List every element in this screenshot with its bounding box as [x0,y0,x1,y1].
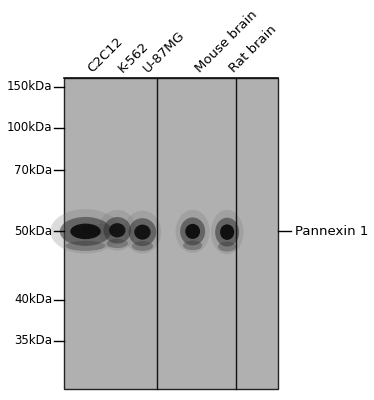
Ellipse shape [98,210,136,251]
Ellipse shape [183,240,202,250]
Text: U-87MG: U-87MG [141,28,187,75]
Text: Rat brain: Rat brain [227,22,279,75]
Ellipse shape [180,218,205,245]
Text: 35kDa: 35kDa [14,334,52,347]
Ellipse shape [215,218,239,246]
Text: K-562: K-562 [116,39,151,75]
Ellipse shape [80,224,121,235]
Text: 50kDa: 50kDa [14,225,52,238]
Ellipse shape [220,224,234,240]
Bar [64,78,278,389]
Ellipse shape [185,224,200,239]
Ellipse shape [218,242,236,252]
Text: C2C12: C2C12 [86,34,126,75]
Text: 40kDa: 40kDa [14,294,52,306]
Ellipse shape [107,239,128,248]
Ellipse shape [134,225,151,240]
Ellipse shape [132,241,153,251]
Text: 100kDa: 100kDa [6,121,52,134]
Text: Mouse brain: Mouse brain [193,8,260,75]
Text: 150kDa: 150kDa [6,80,52,93]
Ellipse shape [50,209,121,254]
Ellipse shape [109,223,125,238]
Text: Pannexin 1: Pannexin 1 [295,225,368,238]
Ellipse shape [211,210,243,254]
Ellipse shape [129,218,156,246]
Ellipse shape [60,217,111,246]
Ellipse shape [175,210,210,253]
Ellipse shape [104,217,131,244]
Ellipse shape [70,224,101,239]
Ellipse shape [65,241,105,251]
Ellipse shape [123,211,161,254]
Text: 70kDa: 70kDa [14,164,52,177]
